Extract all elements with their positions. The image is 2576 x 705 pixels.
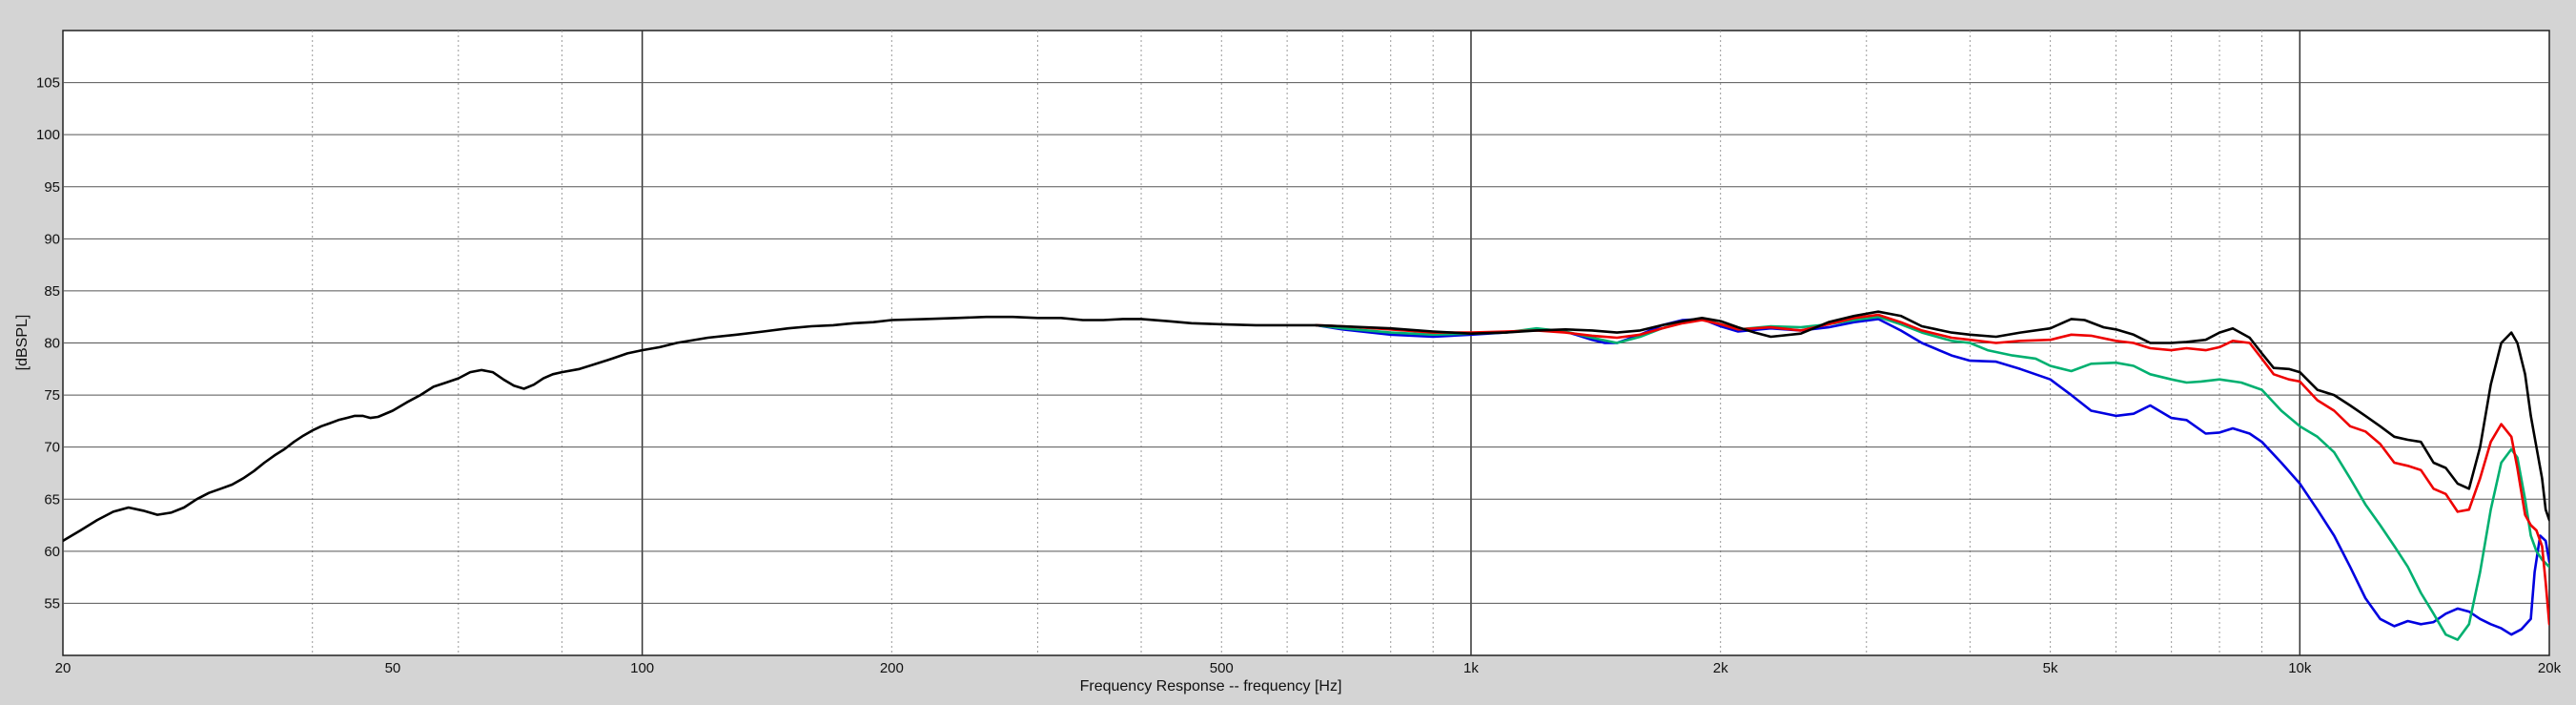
x-tick-label: 20k xyxy=(2538,660,2562,676)
x-tick-label: 200 xyxy=(880,660,904,676)
series-line xyxy=(63,310,2549,543)
y-tick-label: 95 xyxy=(44,179,60,196)
x-tick-label: 10k xyxy=(2288,660,2312,676)
series-layer xyxy=(63,310,2549,641)
y-axis-label: [dBSPL] xyxy=(14,315,31,371)
series-line xyxy=(1315,313,2549,626)
x-tick-label: 500 xyxy=(1210,660,1234,676)
y-tick-label: 105 xyxy=(36,75,60,92)
x-tick-label: 2k xyxy=(1713,660,1728,676)
y-tick-label: 80 xyxy=(44,336,60,352)
y-tick-label: 70 xyxy=(44,440,60,456)
x-tick-label: 100 xyxy=(630,660,654,676)
x-tick-label: 20 xyxy=(55,660,72,676)
y-tick-label: 55 xyxy=(44,595,60,612)
y-tick-label: 75 xyxy=(44,387,60,404)
y-tick-label: 85 xyxy=(44,283,60,300)
y-tick-label: 65 xyxy=(44,491,60,508)
x-tick-label: 50 xyxy=(385,660,401,676)
y-tick-label: 60 xyxy=(44,544,60,560)
x-tick-label: 5k xyxy=(2043,660,2058,676)
y-tick-label: 100 xyxy=(36,127,60,143)
x-tick-label: 1k xyxy=(1463,660,1479,676)
y-tick-labels: 55 60 65 70 75 80 85 90 95 100 105 xyxy=(36,75,60,612)
y-tick-label: 90 xyxy=(44,231,60,247)
x-axis-label: Frequency Response -- frequency [Hz] xyxy=(1080,678,1342,695)
series-line xyxy=(1315,318,2549,636)
x-tick-labels: 20 50 100 200 500 1k 2k 5k 10k 20k xyxy=(55,660,2562,676)
grid-lines xyxy=(63,31,2549,655)
